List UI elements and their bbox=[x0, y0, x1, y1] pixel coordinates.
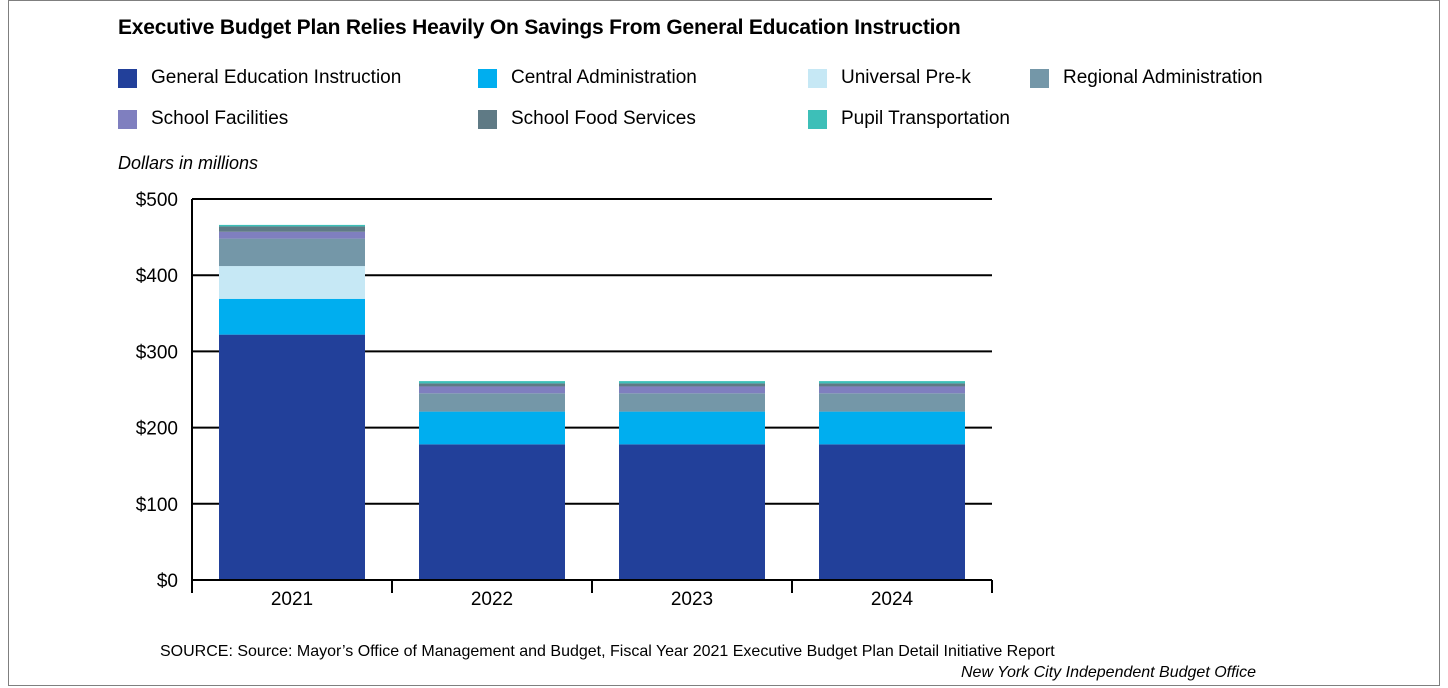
legend-label: Central Administration bbox=[511, 67, 697, 88]
bar-2022-school-facilities bbox=[419, 386, 565, 394]
bar-2024-general-education-instruction bbox=[819, 444, 965, 580]
bar-2021-school-facilities bbox=[219, 231, 365, 239]
credit-note: New York City Independent Budget Office bbox=[961, 664, 1256, 681]
x-tick-label: 2022 bbox=[471, 589, 513, 610]
legend-swatch bbox=[808, 109, 827, 129]
bar-2023-central-administration bbox=[619, 411, 765, 445]
legend-swatch bbox=[118, 68, 137, 88]
legend-item-universal-pre-k: Universal Pre-k bbox=[808, 66, 971, 90]
legend-label: Pupil Transportation bbox=[841, 108, 1010, 129]
bar-2022-pupil-transportation bbox=[419, 381, 565, 384]
y-tick-label: $400 bbox=[136, 266, 178, 287]
bar-2021-general-education-instruction bbox=[219, 334, 365, 580]
y-tick-label: $300 bbox=[136, 342, 178, 363]
source-note: SOURCE: Source: Mayor’s Office of Manage… bbox=[160, 643, 1055, 660]
y-tick-label: $500 bbox=[136, 190, 178, 211]
legend-swatch bbox=[478, 68, 497, 88]
legend-swatch bbox=[478, 109, 497, 129]
bar-2024-school-food-services bbox=[819, 383, 965, 387]
y-tick-label: $200 bbox=[136, 419, 178, 440]
bar-2023-pupil-transportation bbox=[619, 381, 765, 384]
x-tick-label: 2023 bbox=[671, 589, 713, 610]
y-tick-label: $100 bbox=[136, 495, 178, 516]
chart-title: Executive Budget Plan Relies Heavily On … bbox=[118, 16, 961, 39]
bar-2021-central-administration bbox=[219, 298, 365, 335]
bar-2023-school-food-services bbox=[619, 383, 765, 387]
bar-2022-school-food-services bbox=[419, 383, 565, 387]
bar-2023-regional-administration bbox=[619, 393, 765, 412]
bar-2022-general-education-instruction bbox=[419, 444, 565, 580]
bar-2023-general-education-instruction bbox=[619, 444, 765, 580]
legend-swatch bbox=[1030, 68, 1049, 88]
unit-label: Dollars in millions bbox=[118, 153, 259, 173]
x-tick-label: 2021 bbox=[271, 589, 313, 610]
bar-2022-central-administration bbox=[419, 411, 565, 445]
legend-item-regional-administration: Regional Administration bbox=[1030, 66, 1263, 90]
legend-item-pupil-transportation: Pupil Transportation bbox=[808, 107, 1010, 131]
legend-label: General Education Instruction bbox=[151, 67, 402, 88]
bar-2024-central-administration bbox=[819, 411, 965, 445]
legend-label: Regional Administration bbox=[1063, 67, 1263, 88]
bar-2021-pupil-transportation bbox=[219, 224, 365, 227]
bar-2021-regional-administration bbox=[219, 238, 365, 267]
legend-swatch bbox=[808, 68, 827, 88]
bar-2022-regional-administration bbox=[419, 393, 565, 412]
legend-item-school-facilities: School Facilities bbox=[118, 107, 288, 131]
legend-label: School Food Services bbox=[511, 108, 696, 129]
legend-label: School Facilities bbox=[151, 108, 289, 129]
bar-2023-school-facilities bbox=[619, 386, 765, 394]
axes: $0 $100 $200 $300 $400 $500 2021 2022 2023 2024 bbox=[136, 190, 993, 610]
legend-label: Universal Pre-k bbox=[841, 67, 971, 88]
bars bbox=[219, 224, 965, 580]
bar-2024-regional-administration bbox=[819, 393, 965, 412]
legend-swatch bbox=[118, 109, 137, 129]
bar-2021-universal-pre-k bbox=[219, 266, 365, 299]
bar-2021-school-food-services bbox=[219, 226, 365, 232]
x-tick-label: 2024 bbox=[871, 589, 914, 610]
legend-item-school-food-services: School Food Services bbox=[478, 107, 696, 131]
legend-item-general-education-instruction: General Education Instruction bbox=[118, 66, 401, 90]
legend-item-central-administration: Central Administration bbox=[478, 66, 697, 90]
y-tick-label: $0 bbox=[157, 571, 178, 592]
bar-2024-pupil-transportation bbox=[819, 381, 965, 384]
bar-2024-school-facilities bbox=[819, 386, 965, 394]
